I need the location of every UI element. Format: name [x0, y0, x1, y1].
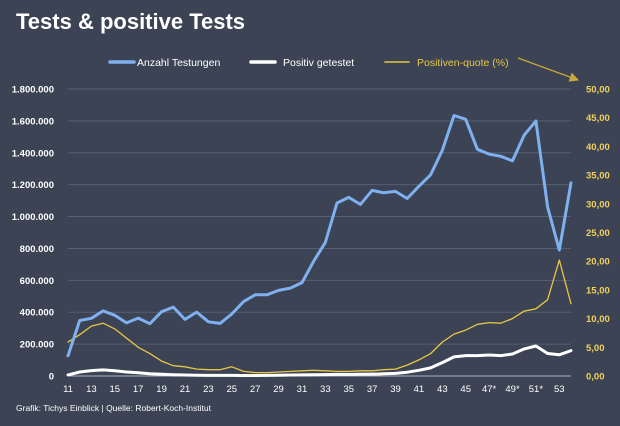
y-left-tick-label: 1.400.000	[12, 148, 54, 159]
x-tick-label: 41	[414, 384, 425, 395]
legend-label: Positiven-quote (%)	[417, 57, 509, 69]
y-right-tick-label: 25,00	[586, 228, 610, 239]
y-left-tick-label: 1.200.000	[12, 180, 54, 191]
x-tick-label: 47*	[482, 384, 497, 395]
y-right-tick-label: 35,00	[586, 171, 610, 182]
y-left-tick-label: 1.000.000	[12, 212, 54, 223]
x-tick-label: 35	[343, 384, 354, 395]
x-tick-label: 11	[63, 384, 73, 395]
y-left-tick-label: 800.000	[20, 244, 54, 255]
x-tick-label: 17	[133, 384, 144, 395]
y-left-tick-label: 0	[49, 372, 54, 383]
y-left-tick-label: 400.000	[20, 308, 54, 319]
y-right-tick-label: 30,00	[586, 199, 610, 210]
y-left-tick-label: 1.600.000	[12, 116, 54, 127]
x-tick-label: 31	[297, 384, 308, 395]
y-left-tick-label: 200.000	[20, 340, 54, 351]
x-tick-label: 37	[367, 384, 378, 395]
y-right-tick-label: 40,00	[586, 142, 610, 153]
x-tick-label: 29	[273, 384, 284, 395]
y-right-tick-label: 0,00	[586, 372, 605, 383]
y-right-tick-label: 45,00	[586, 113, 610, 124]
y-right-tick-label: 50,00	[586, 85, 610, 96]
x-tick-label: 33	[320, 384, 331, 395]
x-tick-label: 25	[226, 384, 237, 395]
x-tick-label: 43	[437, 384, 448, 395]
source-note: Grafik: Tichys Einblick | Quelle: Robert…	[16, 403, 212, 413]
x-tick-label: 45	[460, 384, 471, 395]
legend-label: Positiv getestet	[283, 57, 354, 69]
x-tick-label: 13	[86, 384, 97, 395]
y-right-tick-label: 15,00	[586, 285, 610, 296]
x-tick-label: 23	[203, 384, 214, 395]
x-tick-label: 39	[390, 384, 401, 395]
x-tick-label: 15	[110, 384, 121, 395]
series-line-0	[66, 114, 573, 358]
chart-title: Tests & positive Tests	[16, 9, 246, 34]
x-tick-label: 27	[250, 384, 261, 395]
x-tick-label: 21	[180, 384, 191, 395]
series-line-1	[66, 344, 573, 377]
y-right-tick-label: 10,00	[586, 314, 610, 325]
x-tick-label: 19	[156, 384, 167, 395]
x-tick-label: 51*	[529, 384, 544, 395]
y-right-tick-label: 20,00	[586, 257, 610, 268]
x-tick-label: 53	[554, 384, 565, 395]
legend-arrow-annotation	[517, 57, 580, 82]
y-left-tick-label: 600.000	[20, 276, 54, 287]
y-right-tick-label: 5,00	[586, 343, 605, 354]
series-line-2	[67, 259, 572, 374]
legend-label: Anzahl Testungen	[137, 57, 220, 69]
x-tick-label: 49*	[505, 384, 520, 395]
y-left-tick-label: 1.800.000	[12, 85, 54, 96]
